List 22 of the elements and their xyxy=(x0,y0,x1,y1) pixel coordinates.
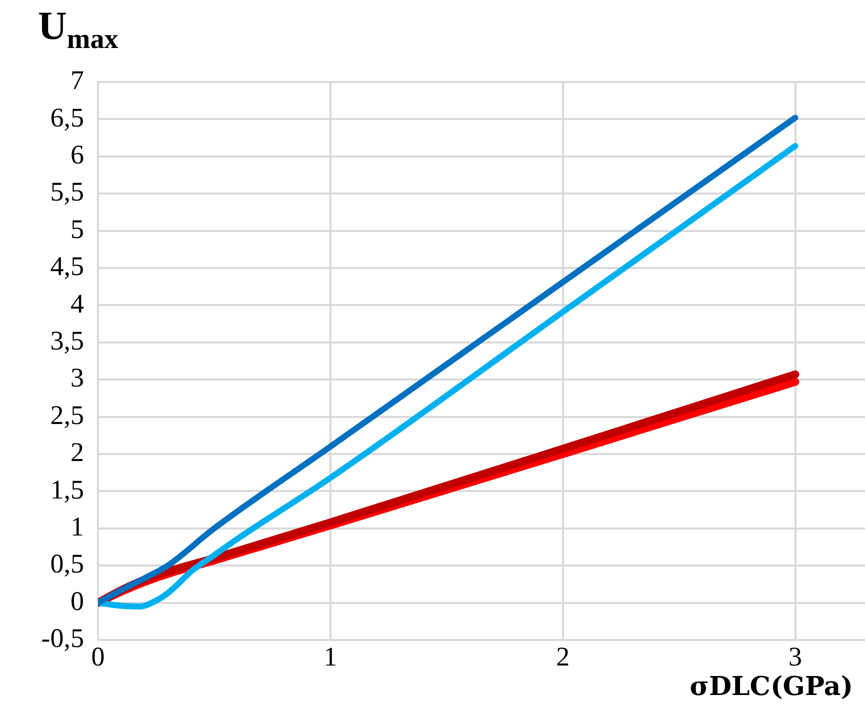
x-tick-label: 0 xyxy=(91,641,105,672)
y-tick-label: 2,5 xyxy=(50,400,84,430)
y-tick-label: 5,5 xyxy=(50,176,84,207)
y-tick-label: 3,5 xyxy=(50,325,84,356)
y-tick-label: 0,5 xyxy=(50,548,84,579)
y-tick-label: 0 xyxy=(70,586,84,616)
y-tick-label: 4 xyxy=(70,288,84,318)
y-tick-label: 7 xyxy=(70,65,84,96)
y-tick-label: 6,5 xyxy=(50,102,84,132)
y-axis-title: U$_{max}$ xyxy=(38,2,118,56)
y-tick-label: 3 xyxy=(70,362,84,393)
x-tick-label: 1 xyxy=(324,641,338,672)
y-tick-label: 1,5 xyxy=(50,474,84,504)
y-tick-label: 5 xyxy=(70,214,84,244)
y-tick-label: -0,5 xyxy=(41,623,84,654)
y-tick-label: 6 xyxy=(70,139,84,170)
x-axis-title: σDLC(GPa) xyxy=(690,672,853,702)
y-tick-label: 1 xyxy=(70,511,84,542)
y-tick-label: 2 xyxy=(70,437,84,468)
x-tick-label: 3 xyxy=(788,641,802,672)
x-tick-label: 2 xyxy=(556,641,570,672)
y-tick-label: 4,5 xyxy=(50,251,84,282)
